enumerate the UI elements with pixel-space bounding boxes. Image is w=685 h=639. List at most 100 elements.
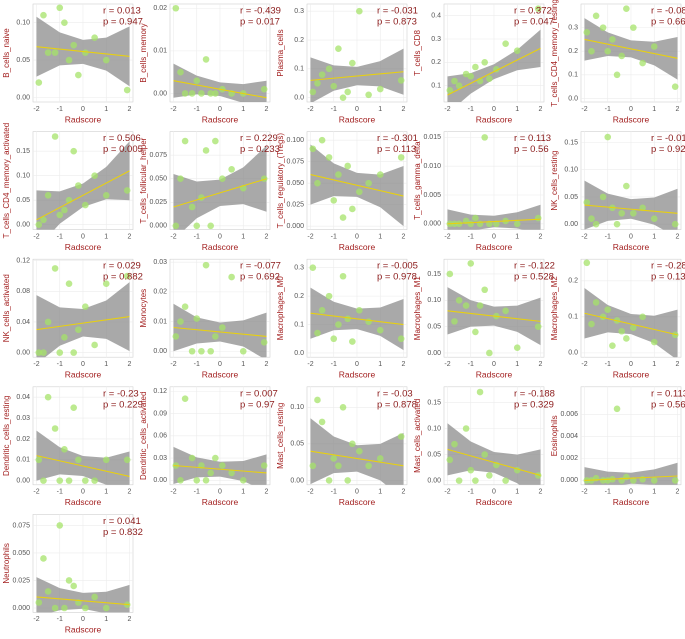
annotation: p = 0.97 [240, 399, 275, 410]
point [75, 326, 82, 333]
x-axis-label: Radscore [613, 242, 650, 252]
point [40, 555, 47, 562]
fit-line [310, 174, 404, 197]
annotation: p = 0.873 [377, 17, 417, 28]
annotation: r = -0.03 [377, 388, 413, 399]
plot-content [309, 7, 405, 102]
point [56, 522, 64, 529]
point [325, 65, 333, 73]
annotation: p = 0.138 [651, 272, 685, 283]
point [330, 335, 338, 343]
point [181, 137, 189, 145]
point [70, 147, 77, 155]
point [91, 593, 98, 601]
x-tick-label: 0 [81, 106, 85, 113]
plot-content [309, 264, 405, 351]
point [446, 270, 454, 278]
y-tick-label: 0.075 [286, 159, 304, 166]
y-tick-label: 0.05 [16, 57, 30, 64]
point [639, 204, 646, 212]
point [623, 473, 630, 481]
y-tick-label: 0.10 [290, 404, 304, 411]
x-tick-label: -1 [194, 361, 200, 368]
point [61, 206, 68, 214]
y-tick-label: 0.00 [153, 90, 167, 97]
y-tick-label: 0.15 [427, 271, 441, 278]
point [630, 24, 637, 31]
point [61, 604, 68, 612]
point [70, 41, 77, 49]
point [123, 86, 131, 94]
point [356, 188, 363, 196]
x-axis-label: Radscore [65, 497, 102, 507]
x-tick-label: 1 [652, 233, 656, 240]
point [102, 604, 110, 612]
point [344, 477, 351, 484]
plot-content [446, 5, 542, 102]
x-tick-label: 1 [378, 489, 382, 496]
y-tick-label: 0.015 [423, 134, 441, 141]
x-axis-label: Radscore [339, 497, 376, 507]
point [65, 56, 73, 64]
y-tick-label: 0.00 [16, 222, 30, 229]
y-tick-label: 0.2 [294, 37, 304, 44]
point [630, 209, 637, 217]
fit-line [36, 316, 130, 331]
x-tick-label: -2 [170, 361, 176, 368]
x-axis-label: Radscore [65, 369, 102, 379]
x-tick-label: 0 [81, 616, 85, 623]
point [309, 145, 317, 153]
x-tick-label: 1 [515, 106, 519, 113]
point [314, 396, 321, 404]
x-tick-label: 0 [629, 489, 633, 496]
y-axis-label: NK_cells_activated [2, 274, 11, 342]
annotation: r = 0.229 [240, 133, 278, 144]
y-tick-label: 0.000 [560, 477, 578, 484]
point [339, 214, 347, 221]
point [172, 4, 180, 12]
point [318, 136, 326, 144]
point [82, 49, 89, 56]
point [228, 273, 235, 281]
point [314, 329, 321, 337]
point [592, 220, 600, 228]
x-tick-label: -2 [444, 489, 450, 496]
x-tick-label: 0 [492, 489, 496, 496]
point [207, 90, 214, 97]
fit-line [36, 170, 130, 221]
point [534, 5, 542, 12]
y-tick-label: 0.100 [286, 137, 304, 144]
point [472, 214, 479, 222]
point [188, 90, 196, 97]
fit-line [36, 596, 130, 606]
annotation: r = 0.113 [651, 388, 685, 399]
annotation: r = -0.188 [514, 388, 555, 399]
fit-line [173, 80, 267, 99]
x-tick-label: 1 [241, 489, 245, 496]
plot-content [446, 260, 542, 357]
y-tick-label: 0.02 [153, 5, 167, 12]
y-tick-label: 0.00 [290, 477, 304, 484]
point [318, 71, 326, 78]
x-tick-label: 1 [104, 361, 108, 368]
y-tick-label: 0.00 [564, 221, 578, 228]
plot-content [446, 134, 542, 230]
annotation: p = 0.56 [514, 144, 549, 155]
point [467, 73, 475, 80]
point [75, 456, 82, 464]
y-tick-label: 0.01 [153, 48, 167, 55]
x-tick-label: 1 [652, 106, 656, 113]
y-tick-label: 0.00 [153, 348, 167, 355]
plot-content [583, 259, 679, 358]
x-tick-label: 0 [355, 489, 359, 496]
confidence-band [36, 577, 130, 613]
y-tick-label: 0.03 [153, 259, 167, 266]
x-tick-label: -2 [307, 489, 313, 496]
point [599, 193, 607, 201]
y-tick-label: 0.050 [149, 176, 167, 183]
point [61, 446, 68, 453]
point [177, 477, 184, 484]
